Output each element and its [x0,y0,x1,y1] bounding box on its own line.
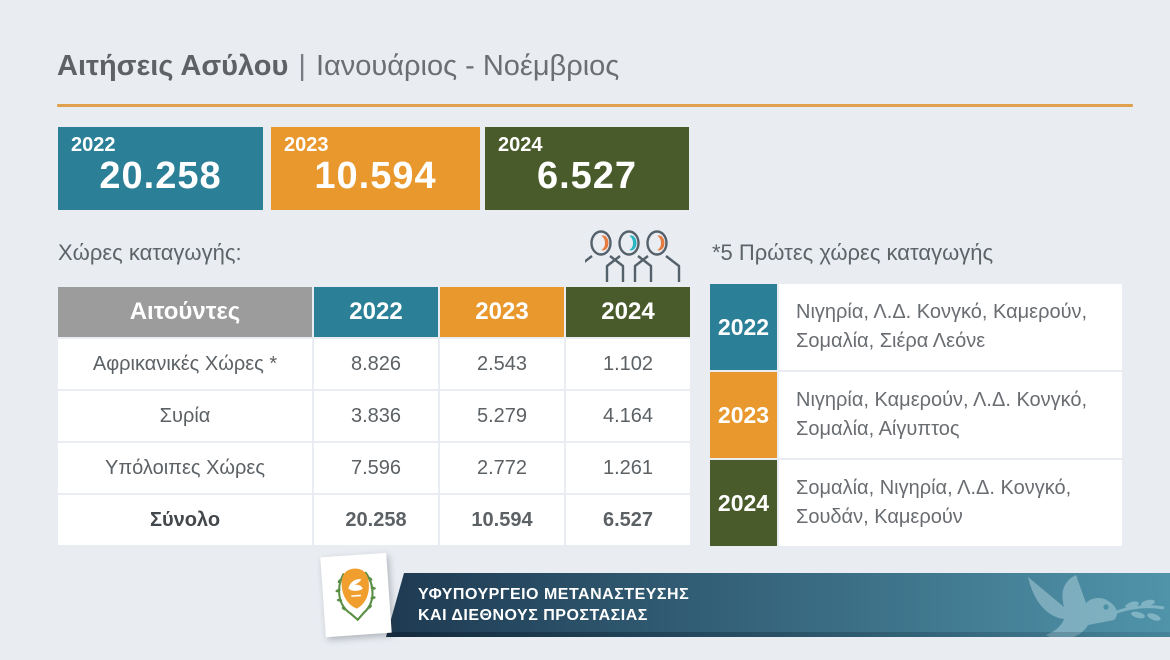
summary-value: 20.258 [99,155,222,197]
header-applicants: Αιτούντες [58,287,312,337]
top5-row-2022: 2022 Νιγηρία, Λ.Δ. Κονγκό, Καμερούν, Σομ… [710,284,1122,370]
top5-title: *5 Πρώτες χώρες καταγωγής [712,240,994,265]
summary-year: 2024 [498,134,543,156]
summary-year: 2023 [284,134,329,156]
summary-year: 2022 [71,134,116,156]
summary-box-2024: 2024 6.527 [485,127,689,210]
total-2022: 20.258 [314,495,438,545]
row-value-2024: 1.261 [566,443,690,493]
top5-year: 2023 [710,372,777,458]
page-title: Αιτήσεις Ασύλου | Ιανουάριος - Νοέμβριος [57,50,619,83]
top5-countries: Σομαλία, Νιγηρία, Λ.Δ. Κονγκό, Σουδάν, Κ… [779,460,1122,546]
table-row: Υπόλοιπες Χώρες 7.596 2.772 1.261 [58,443,690,493]
summary-box-2022: 2022 20.258 [58,127,263,210]
ministry-banner: ΥΦΥΠΟΥΡΓΕΙΟ ΜΕΤΑΝΑΣΤΕΥΣΗΣ ΚΑΙ ΔΙΕΘΝΟΥΣ Π… [386,573,1170,637]
total-label: Σύνολο [58,495,312,545]
table-row: Αφρικανικές Χώρες * 8.826 2.543 1.102 [58,339,690,389]
summary-box-2023: 2023 10.594 [271,127,480,210]
header-2022: 2022 [314,287,438,337]
people-icons [585,230,681,282]
ministry-name: ΥΦΥΠΟΥΡΓΕΙΟ ΜΕΤΑΝΑΣΤΕΥΣΗΣ ΚΑΙ ΔΙΕΘΝΟΥΣ Π… [418,584,689,626]
ministry-logo-card [320,552,392,638]
origin-table: Αιτούντες 2022 2023 2024 Αφρικανικές Χώρ… [58,287,690,547]
row-value-2022: 3.836 [314,391,438,441]
title-underline [57,104,1133,107]
total-2024: 6.527 [566,495,690,545]
row-value-2023: 5.279 [440,391,564,441]
row-value-2023: 2.772 [440,443,564,493]
summary-value: 6.527 [536,155,638,197]
table-total-row: Σύνολο 20.258 10.594 6.527 [58,495,690,545]
row-value-2024: 4.164 [566,391,690,441]
row-label: Αφρικανικές Χώρες * [58,339,312,389]
title-separator: | [298,50,306,82]
title-period: Ιανουάριος - Νοέμβριος [315,50,620,82]
top5-countries: Νιγηρία, Καμερούν, Λ.Δ. Κονγκό, Σομαλία,… [779,372,1122,458]
row-label: Υπόλοιπες Χώρες [58,443,312,493]
table-row: Συρία 3.836 5.279 4.164 [58,391,690,441]
ministry-name-line1: ΥΦΥΠΟΥΡΓΕΙΟ ΜΕΤΑΝΑΣΤΕΥΣΗΣ [418,586,690,603]
summary-value: 10.594 [314,155,437,197]
total-2023: 10.594 [440,495,564,545]
title-main: Αιτήσεις Ασύλου [57,50,289,82]
origin-section-label: Χώρες καταγωγής: [58,240,242,265]
row-label: Συρία [58,391,312,441]
table-header-row: Αιτούντες 2022 2023 2024 [58,287,690,337]
header-2024: 2024 [566,287,690,337]
row-value-2024: 1.102 [566,339,690,389]
dove-watermark-icon [1028,575,1165,637]
header-2023: 2023 [440,287,564,337]
cyprus-emblem-icon [335,568,376,622]
top5-panel: 2022 Νιγηρία, Λ.Δ. Κονγκό, Καμερούν, Σομ… [710,284,1122,548]
top5-year: 2022 [710,284,777,370]
row-value-2022: 7.596 [314,443,438,493]
ministry-name-line2: ΚΑΙ ΔΙΕΘΝΟΥΣ ΠΡΟΣΤΑΣΙΑΣ [418,607,648,624]
row-value-2023: 2.543 [440,339,564,389]
top5-countries: Νιγηρία, Λ.Δ. Κονγκό, Καμερούν, Σομαλία,… [779,284,1122,370]
top5-row-2024: 2024 Σομαλία, Νιγηρία, Λ.Δ. Κονγκό, Σουδ… [710,460,1122,546]
row-value-2022: 8.826 [314,339,438,389]
top5-year: 2024 [710,460,777,546]
top5-row-2023: 2023 Νιγηρία, Καμερούν, Λ.Δ. Κονγκό, Σομ… [710,372,1122,458]
